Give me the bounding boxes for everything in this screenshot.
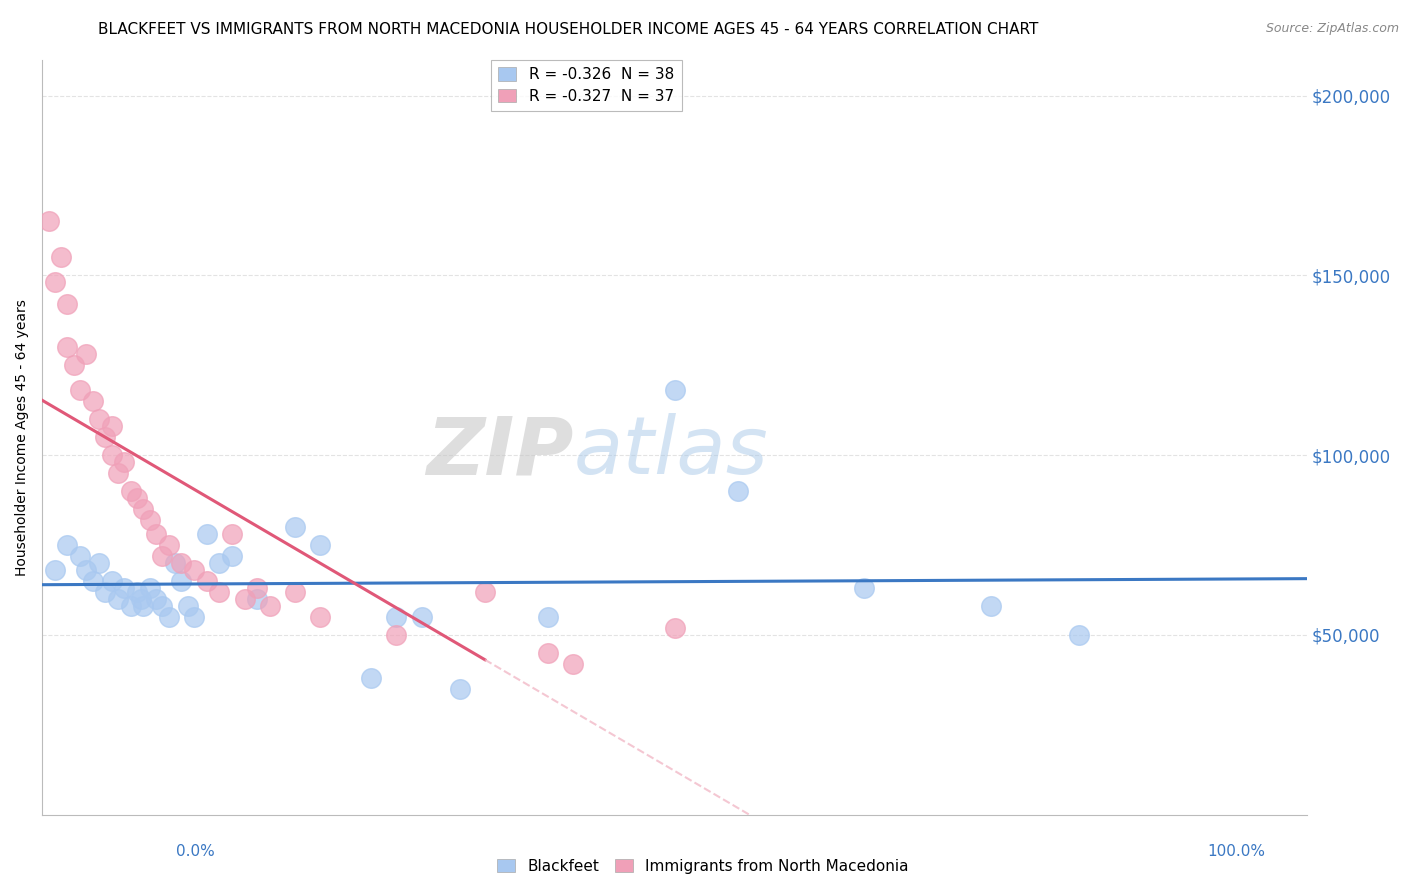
Point (75, 347, 97, 361)
Point (56, 297, 79, 311)
Text: 0.0%: 0.0% (176, 845, 215, 859)
Point (120, 483, 142, 498)
Point (537, 610, 560, 624)
Point (107, 591, 129, 606)
Legend: R = -0.326  N = 38, R = -0.327  N = 37: R = -0.326 N = 38, R = -0.327 N = 37 (491, 60, 682, 112)
Point (150, 549, 173, 563)
Point (727, 483, 749, 498)
Point (853, 581, 876, 595)
Point (87, 556, 110, 570)
Point (69, 549, 91, 563)
Point (360, 671, 382, 685)
Legend: Blackfeet, Immigrants from North Macedonia: Blackfeet, Immigrants from North Macedon… (491, 853, 915, 880)
Point (100, 448, 122, 462)
Point (664, 384, 686, 398)
Text: 100.0%: 100.0% (1208, 845, 1265, 859)
Point (170, 574, 193, 588)
Point (183, 610, 205, 624)
Point (107, 466, 129, 480)
Point (170, 556, 193, 570)
Point (221, 549, 243, 563)
Point (183, 563, 205, 577)
Point (145, 591, 167, 606)
Point (94, 584, 117, 599)
Point (150, 599, 173, 613)
Point (129, 591, 152, 606)
Point (100, 574, 122, 588)
Point (125, 584, 148, 599)
Point (62, 358, 84, 372)
Point (537, 646, 560, 660)
Point (208, 584, 231, 599)
Point (132, 599, 155, 613)
Point (385, 610, 408, 624)
Point (69, 384, 91, 398)
Point (38, 214, 60, 228)
Point (87, 412, 110, 426)
Point (176, 599, 198, 613)
Point (125, 491, 148, 506)
Point (138, 513, 160, 527)
Point (51, 250, 73, 264)
Point (132, 502, 155, 516)
Point (195, 574, 218, 588)
Point (112, 455, 135, 469)
Point (145, 527, 167, 541)
Point (411, 610, 433, 624)
Point (157, 610, 180, 624)
Point (309, 610, 332, 624)
Point (82, 394, 104, 409)
Text: Source: ZipAtlas.com: Source: ZipAtlas.com (1265, 22, 1399, 36)
Point (100, 419, 122, 434)
Point (664, 621, 686, 635)
Point (259, 599, 281, 613)
Point (195, 527, 218, 541)
Point (94, 430, 117, 444)
Point (82, 574, 104, 588)
Point (56, 340, 79, 354)
Point (309, 538, 332, 552)
Point (284, 520, 307, 534)
Point (157, 538, 180, 552)
Point (385, 628, 408, 642)
Point (44, 563, 66, 577)
Point (233, 591, 256, 606)
Point (221, 527, 243, 541)
Point (44, 276, 66, 290)
Point (1069, 628, 1091, 642)
Point (208, 556, 231, 570)
Point (246, 581, 269, 595)
Point (163, 556, 186, 570)
Point (449, 681, 471, 696)
Y-axis label: Householder Income Ages 45 - 64 years: Householder Income Ages 45 - 64 years (15, 299, 30, 575)
Point (56, 538, 79, 552)
Point (284, 584, 307, 599)
Point (474, 584, 496, 599)
Point (246, 591, 269, 606)
Point (138, 581, 160, 595)
Point (120, 599, 142, 613)
Text: BLACKFEET VS IMMIGRANTS FROM NORTH MACEDONIA HOUSEHOLDER INCOME AGES 45 - 64 YEA: BLACKFEET VS IMMIGRANTS FROM NORTH MACED… (98, 22, 1039, 37)
Point (112, 581, 135, 595)
Text: ZIP: ZIP (426, 413, 574, 491)
Point (980, 599, 1002, 613)
Text: atlas: atlas (574, 413, 768, 491)
Point (75, 563, 97, 577)
Point (562, 657, 585, 671)
